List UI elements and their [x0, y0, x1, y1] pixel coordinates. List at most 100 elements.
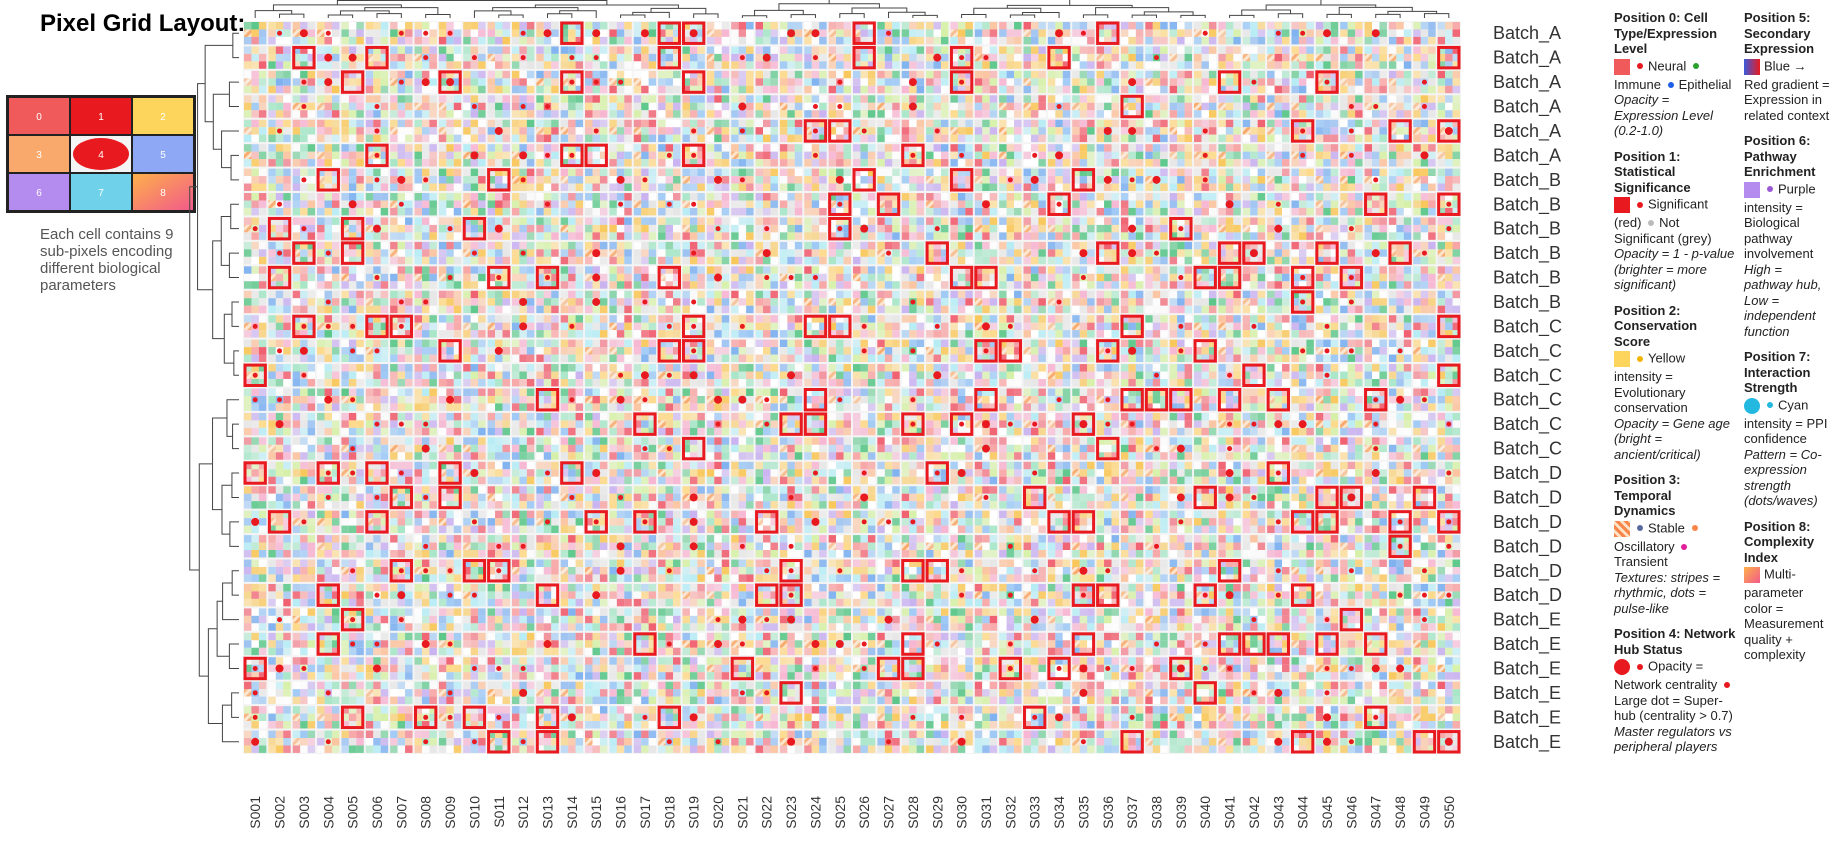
sub-pixel: [560, 168, 569, 177]
sub-pixel: [697, 266, 705, 274]
sub-pixel: [633, 102, 642, 111]
sub-pixel: [665, 144, 674, 152]
sub-pixel: [1047, 70, 1056, 79]
sub-pixel: [1177, 22, 1185, 30]
hub-dot: [1373, 104, 1379, 110]
sub-pixel: [926, 249, 934, 257]
sub-pixel: [1242, 249, 1251, 257]
sub-pixel: [811, 183, 820, 191]
sub-pixel: [974, 217, 983, 225]
sub-pixel: [860, 95, 868, 103]
sub-pixel: [1087, 224, 1095, 233]
sub-pixel: [453, 29, 462, 37]
sub-pixel: [1006, 144, 1015, 152]
sub-pixel: [836, 46, 844, 54]
sub-pixel: [989, 144, 998, 152]
sub-pixel: [658, 168, 666, 177]
sub-pixel: [1184, 70, 1193, 79]
sub-pixel: [390, 168, 398, 177]
sub-pixel: [317, 281, 325, 289]
sub-pixel: [453, 110, 462, 118]
sub-pixel: [860, 217, 868, 225]
sub-pixel: [1152, 102, 1161, 111]
sub-pixel: [599, 36, 608, 45]
sub-pixel: [1250, 256, 1258, 265]
sub-pixel: [592, 232, 600, 240]
sub-pixel: [1006, 85, 1015, 94]
sub-pixel: [414, 110, 422, 118]
sub-pixel: [519, 266, 527, 274]
sub-pixel: [1267, 183, 1275, 191]
sub-pixel: [926, 95, 934, 103]
sub-pixel: [526, 217, 535, 225]
sub-pixel: [1079, 46, 1088, 54]
hub-dot: [277, 201, 283, 207]
sub-pixel: [624, 85, 632, 94]
sub-pixel: [1306, 249, 1314, 257]
sub-pixel: [616, 168, 625, 177]
sub-pixel: [1218, 176, 1226, 184]
sub-pixel: [1413, 168, 1421, 177]
sub-pixel: [397, 53, 406, 62]
sub-pixel: [1104, 183, 1112, 191]
sub-pixel: [365, 29, 374, 37]
sub-pixel: [1347, 193, 1356, 201]
sub-pixel: [811, 144, 820, 152]
sub-pixel: [1201, 110, 1209, 118]
hub-dot: [1055, 151, 1064, 160]
sub-pixel: [1372, 22, 1380, 30]
sub-pixel: [811, 78, 820, 86]
sub-pixel: [689, 266, 698, 274]
sub-pixel: [689, 183, 698, 191]
sub-pixel: [836, 61, 844, 69]
sub-pixel: [414, 273, 422, 282]
sub-pixel: [421, 102, 430, 111]
sub-pixel: [300, 193, 308, 201]
sub-pixel: [673, 256, 681, 265]
sub-pixel: [585, 144, 593, 152]
sub-pixel: [665, 134, 674, 143]
sub-pixel: [1428, 144, 1436, 152]
sub-pixel: [989, 256, 998, 265]
sub-pixel: [463, 119, 471, 128]
sub-pixel: [592, 95, 600, 103]
sub-pixel: [502, 193, 510, 201]
sub-pixel: [446, 183, 454, 191]
sub-pixel: [1257, 61, 1266, 69]
sub-pixel: [1184, 207, 1193, 216]
highlight-frame: [365, 45, 389, 70]
sub-pixel: [438, 110, 447, 118]
sub-pixel: [1452, 22, 1460, 30]
sub-pixel: [543, 217, 552, 225]
sub-pixel: [390, 200, 398, 208]
sub-pixel: [1315, 134, 1324, 143]
sub-pixel: [1087, 159, 1095, 167]
sub-pixel: [585, 134, 593, 143]
sub-pixel: [575, 134, 584, 143]
sub-pixel: [1014, 207, 1022, 216]
sub-pixel: [738, 110, 747, 118]
sub-pixel: [438, 119, 447, 128]
sub-pixel: [916, 78, 925, 86]
sub-pixel: [421, 168, 430, 177]
sub-pixel: [1169, 53, 1178, 62]
sub-pixel: [1062, 36, 1071, 45]
hub-dot: [762, 249, 771, 258]
sub-pixel: [258, 102, 267, 111]
sub-pixel: [1038, 85, 1046, 94]
sub-pixel: [1267, 176, 1275, 184]
sub-pixel: [487, 127, 496, 135]
sub-pixel: [1428, 151, 1436, 160]
sub-pixel: [892, 241, 900, 250]
sub-pixel: [999, 102, 1007, 111]
sub-pixel: [1160, 61, 1168, 69]
sub-pixel: [536, 266, 544, 274]
sub-pixel: [1160, 78, 1168, 86]
sub-pixel: [853, 241, 861, 250]
sub-pixel: [1030, 256, 1039, 265]
sub-pixel: [251, 29, 259, 37]
sub-pixel: [300, 232, 308, 240]
sub-pixel: [585, 95, 593, 103]
sub-pixel: [414, 46, 422, 54]
highlight-frame: [828, 192, 852, 216]
